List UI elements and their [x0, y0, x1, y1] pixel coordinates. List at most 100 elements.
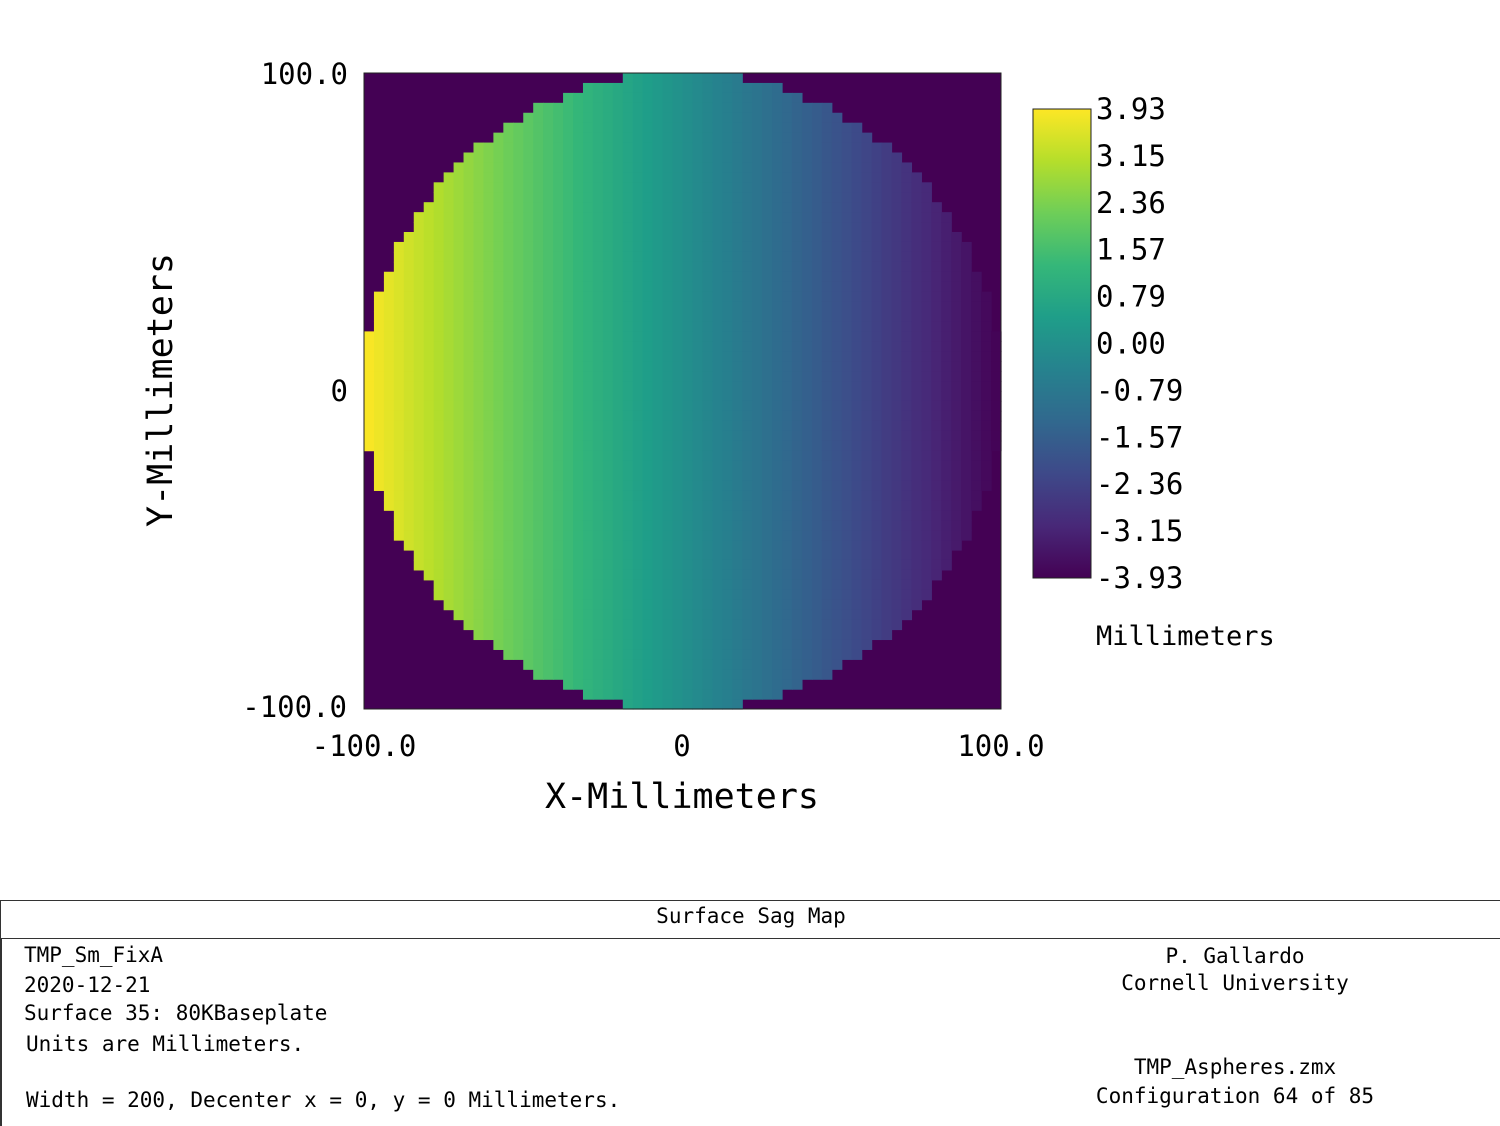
sag-cell — [722, 550, 733, 561]
sag-cell — [543, 182, 554, 193]
sag-cell — [981, 410, 992, 422]
sag-cell — [453, 530, 465, 541]
sag-cell — [682, 351, 694, 362]
sag-cell — [722, 241, 733, 253]
sag-cell — [582, 172, 594, 183]
sag-cell — [901, 301, 913, 313]
sag-cell — [762, 420, 773, 432]
sag-cell — [931, 391, 942, 402]
sag-cell — [911, 391, 922, 402]
sag-cell — [772, 510, 783, 521]
sag-cell — [553, 559, 564, 571]
sag-cell — [831, 222, 843, 233]
sag-cell — [483, 470, 494, 482]
sag-cell — [891, 261, 903, 273]
sag-cell — [393, 261, 405, 273]
sag-cell — [632, 311, 644, 323]
sag-cell — [712, 540, 723, 551]
sag-cell — [821, 122, 833, 134]
sag-cell — [672, 341, 684, 352]
sag-cell — [722, 689, 733, 700]
sag-cell — [692, 619, 703, 631]
sag-cell — [473, 599, 485, 611]
sag-cell — [961, 460, 972, 472]
sag-cell — [503, 381, 514, 392]
sag-cell — [632, 599, 644, 611]
sag-cell — [513, 490, 524, 501]
sag-cell — [811, 490, 823, 501]
sag-cell — [881, 241, 893, 253]
sag-cell — [642, 351, 654, 362]
sag-cell — [831, 589, 843, 601]
sag-cell — [393, 251, 405, 263]
sag-cell — [951, 321, 962, 332]
sag-cell — [543, 440, 554, 452]
sag-cell — [632, 102, 644, 114]
sag-cell — [622, 381, 634, 392]
sag-cell — [901, 162, 913, 173]
sag-cell — [752, 460, 763, 472]
sag-cell — [473, 192, 485, 203]
sag-cell — [841, 212, 853, 223]
sag-cell — [483, 291, 494, 303]
sag-cell — [782, 371, 793, 382]
sag-cell — [453, 182, 465, 193]
sag-cell — [712, 132, 723, 144]
sag-cell — [443, 470, 455, 482]
sag-cell — [493, 331, 504, 342]
sag-cell — [493, 430, 504, 442]
sag-cell — [612, 172, 624, 183]
sag-cell — [821, 381, 833, 392]
sag-cell — [533, 579, 544, 591]
sag-cell — [433, 192, 445, 203]
sag-cell — [742, 142, 753, 154]
sag-cell — [403, 291, 415, 303]
sag-cell — [533, 351, 544, 362]
sag-cell — [612, 450, 624, 462]
sag-cell — [941, 361, 952, 372]
sag-cell — [841, 232, 853, 243]
sag-cell — [782, 311, 793, 323]
sag-cell — [513, 291, 524, 303]
sag-cell — [563, 142, 574, 154]
sag-cell — [811, 261, 823, 273]
sag-cell — [871, 271, 883, 283]
sag-cell — [861, 609, 873, 621]
sag-cell — [533, 331, 544, 342]
sag-cell — [891, 609, 903, 621]
sag-cell — [951, 530, 962, 541]
sag-cell — [821, 192, 833, 203]
sag-cell — [602, 102, 614, 114]
sag-cell — [602, 430, 614, 442]
sag-cell — [632, 649, 644, 660]
sag-cell — [712, 629, 723, 641]
sag-cell — [831, 311, 843, 323]
y-tick-zero: 0 — [331, 374, 348, 408]
sag-cell — [881, 550, 893, 561]
sag-cell — [582, 241, 594, 253]
sag-cell — [652, 619, 664, 631]
sag-cell — [662, 430, 674, 442]
sag-cell — [951, 281, 962, 293]
sag-cell — [573, 669, 584, 680]
sag-cell — [752, 470, 763, 482]
sag-cell — [921, 391, 932, 402]
sag-cell — [573, 381, 584, 392]
sag-cell — [772, 589, 783, 601]
sag-cell — [931, 410, 942, 422]
sag-cell — [831, 540, 843, 551]
sag-cell — [821, 400, 833, 412]
sag-cell — [861, 410, 873, 422]
sag-cell — [811, 569, 823, 581]
sag-cell — [563, 112, 574, 124]
sag-cell — [991, 391, 1002, 402]
sag-cell — [393, 381, 405, 392]
sag-cell — [453, 510, 465, 521]
sag-cell — [463, 361, 475, 372]
sag-cell — [772, 102, 783, 114]
sag-cell — [702, 172, 713, 183]
sag-cell — [811, 470, 823, 482]
sag-cell — [801, 232, 813, 243]
footer-title: Surface Sag Map — [656, 904, 846, 928]
sag-cell — [573, 301, 584, 313]
